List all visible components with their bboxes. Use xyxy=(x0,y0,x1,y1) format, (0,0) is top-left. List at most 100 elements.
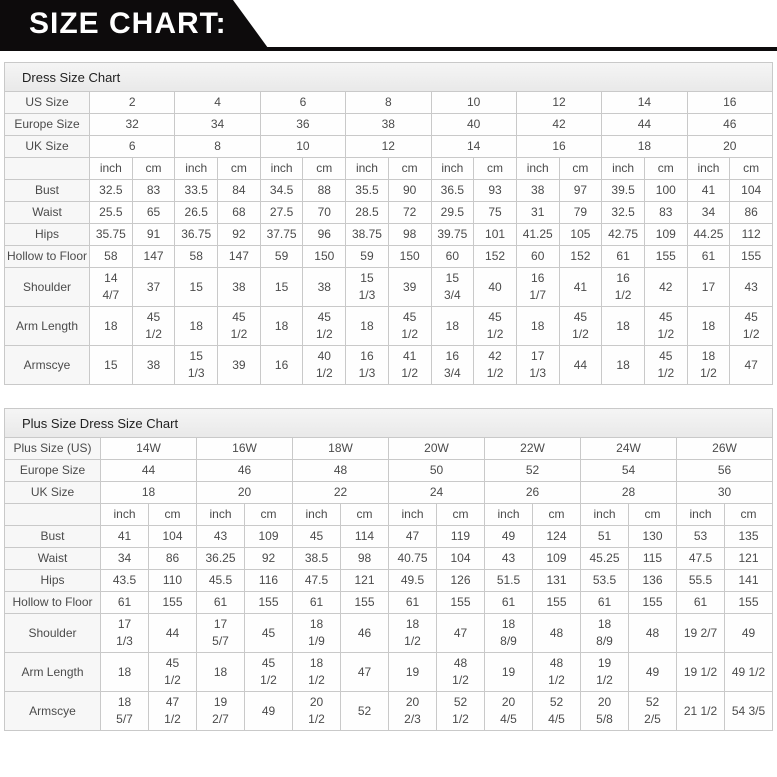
measurement-value-cell: 49.5 xyxy=(388,569,437,592)
measurement-value-cell: 109 xyxy=(643,223,688,246)
measurement-value-cell: 27.5 xyxy=(259,201,304,224)
size-value-cell: 14W xyxy=(100,437,197,460)
size-value-cell: 2 xyxy=(88,91,176,114)
measurement-value-cell: 48 1/2 xyxy=(436,652,485,692)
unit-cm-cell: cm xyxy=(436,503,485,526)
measurement-value-cell: 155 xyxy=(244,591,293,614)
size-value-cell: 20W xyxy=(388,437,485,460)
measurement-value-cell: 20 2/3 xyxy=(388,691,437,731)
size-value-cell: 16 xyxy=(686,91,774,114)
measurement-value-cell: 16 3/4 xyxy=(430,345,475,385)
row-label-cell: Bust xyxy=(4,525,101,548)
measurement-value-cell: 16 1/3 xyxy=(345,345,389,385)
measurement-value-cell: 19 xyxy=(484,652,533,692)
measurement-value-cell: 104 xyxy=(148,525,197,548)
measurement-value-cell: 17 5/7 xyxy=(196,613,245,653)
measurement-value-cell: 45 1/2 xyxy=(643,306,688,346)
unit-inch-cell: inch xyxy=(580,503,629,526)
measurement-value-cell: 130 xyxy=(628,525,677,548)
header-banner-ribbon: SIZE CHART: xyxy=(0,0,268,48)
measurement-value-cell: 90 xyxy=(387,179,432,202)
measurement-value-cell: 61 xyxy=(601,245,645,268)
measurement-value-cell: 35.5 xyxy=(345,179,389,202)
measurement-value-cell: 45 1/2 xyxy=(244,652,293,692)
measurement-value-cell: 42 1/2 xyxy=(473,345,517,385)
measurement-value-cell: 31 xyxy=(515,201,560,224)
unit-cm-cell: cm xyxy=(532,503,581,526)
measurement-value-cell: 49 xyxy=(724,613,773,653)
measurement-value-cell: 38 xyxy=(302,267,347,307)
measurement-value-cell: 45 1/2 xyxy=(643,345,688,385)
measurement-value-cell: 155 xyxy=(436,591,485,614)
measurement-value-cell: 19 xyxy=(388,652,437,692)
measurement-value-cell: 155 xyxy=(340,591,389,614)
measurement-value-cell: 91 xyxy=(131,223,176,246)
size-value-cell: 14 xyxy=(601,91,688,114)
measurement-row: Arm Length 18 45 1/2 18 45 1/2 18 1/2 47 19 48 1… xyxy=(4,652,773,692)
unit-header-row: inch cm inch cm inch cm inch cm inch cm inch cm inch… xyxy=(4,503,773,526)
measurement-value-cell: 46 xyxy=(340,613,389,653)
measurement-value-cell: 84 xyxy=(217,179,261,202)
measurement-value-cell: 110 xyxy=(148,569,197,592)
measurement-value-cell: 92 xyxy=(244,547,293,570)
measurement-value-cell: 131 xyxy=(532,569,581,592)
size-row: Europe Size 32 34 36 38 40 42 44 46 xyxy=(4,113,774,136)
unit-inch-cell: inch xyxy=(100,503,149,526)
size-value-cell: 8 xyxy=(174,135,261,158)
measurement-value-cell: 39 xyxy=(387,267,432,307)
measurement-row: Waist 34 86 36.25 92 38.5 98 40.75 104 43 109 45.25… xyxy=(4,547,773,570)
measurement-value-cell: 141 xyxy=(724,569,773,592)
measurement-value-cell: 121 xyxy=(340,569,389,592)
measurement-value-cell: 126 xyxy=(436,569,485,592)
row-label-cell: Waist xyxy=(4,201,90,224)
measurement-row: Hips 43.5 110 45.5 116 47.5 121 49.5 126 51.5 131 5… xyxy=(4,569,773,592)
measurement-value-cell: 97 xyxy=(558,179,603,202)
size-value-cell: 38 xyxy=(345,113,432,136)
measurement-value-cell: 45 1/2 xyxy=(131,306,176,346)
measurement-value-cell: 155 xyxy=(643,245,688,268)
measurement-value-cell: 15 xyxy=(259,267,304,307)
size-value-cell: 44 xyxy=(601,113,688,136)
measurement-value-cell: 54 3/5 xyxy=(724,691,773,731)
size-value-cell: 26 xyxy=(484,481,581,504)
measurement-value-cell: 17 1/3 xyxy=(515,345,560,385)
measurement-value-cell: 119 xyxy=(436,525,485,548)
measurement-value-cell: 18 1/2 xyxy=(388,613,437,653)
unit-cm-cell: cm xyxy=(244,503,293,526)
unit-inch-cell: inch xyxy=(196,503,245,526)
measurement-value-cell: 26.5 xyxy=(174,201,219,224)
measurement-value-cell: 16 1/2 xyxy=(601,267,645,307)
size-row: UK Size 6 8 10 12 14 16 18 20 xyxy=(4,135,774,158)
unit-inch-cell: inch xyxy=(292,503,341,526)
unit-cm-cell: cm xyxy=(643,157,688,180)
measurement-value-cell: 34 xyxy=(686,201,731,224)
measurement-value-cell: 45 1/2 xyxy=(729,306,773,346)
measurement-value-cell: 18 xyxy=(601,345,645,385)
measurement-value-cell: 43.5 xyxy=(100,569,149,592)
measurement-value-cell: 86 xyxy=(148,547,197,570)
measurement-value-cell: 45 1/2 xyxy=(217,306,261,346)
measurement-value-cell: 75 xyxy=(473,201,517,224)
measurement-value-cell: 51 xyxy=(580,525,629,548)
measurement-value-cell: 45 1/2 xyxy=(473,306,517,346)
row-label-cell: Hips xyxy=(4,223,90,246)
measurement-value-cell: 25.5 xyxy=(89,201,133,224)
measurement-value-cell: 18 xyxy=(345,306,389,346)
measurement-value-cell: 19 1/2 xyxy=(676,652,725,692)
row-label-cell: Shoulder xyxy=(4,613,101,653)
measurement-value-cell: 43 xyxy=(196,525,245,548)
page-title: SIZE CHART: xyxy=(29,7,227,40)
measurement-value-cell: 45 1/2 xyxy=(387,306,432,346)
measurement-value-cell: 41 xyxy=(686,179,731,202)
measurement-value-cell: 38 xyxy=(217,267,261,307)
measurement-value-cell: 61 xyxy=(676,591,725,614)
row-label-cell: Waist xyxy=(4,547,101,570)
measurement-value-cell: 155 xyxy=(148,591,197,614)
measurement-value-cell: 15 1/3 xyxy=(345,267,389,307)
measurement-value-cell: 18 1/2 xyxy=(292,652,341,692)
measurement-value-cell: 52 2/5 xyxy=(628,691,677,731)
measurement-value-cell: 15 xyxy=(89,345,133,385)
size-value-cell: 30 xyxy=(676,481,773,504)
measurement-value-cell: 44 xyxy=(148,613,197,653)
unit-inch-cell: inch xyxy=(345,157,389,180)
